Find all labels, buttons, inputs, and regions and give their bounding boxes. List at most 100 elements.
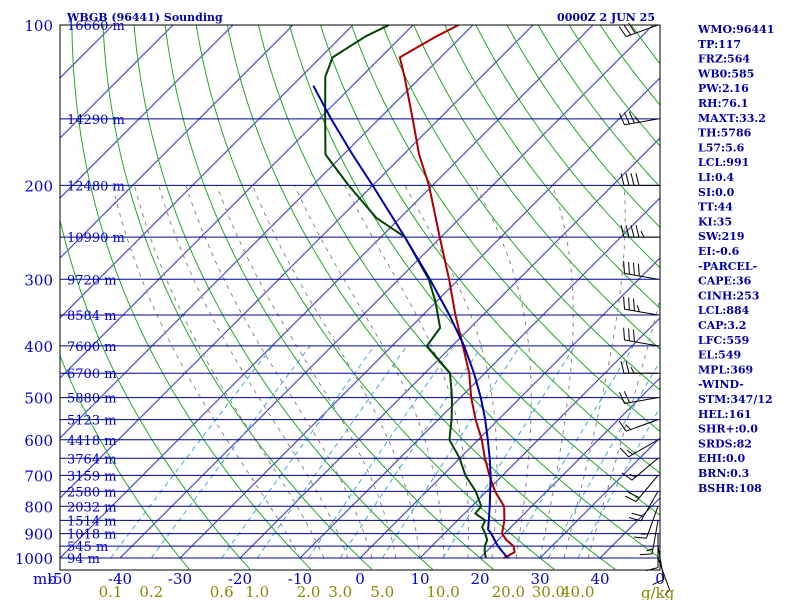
temperature-tick-label: 0 xyxy=(655,570,665,588)
isotherm-line xyxy=(359,257,660,559)
wind-barb-flag xyxy=(630,366,635,374)
stability-index-item: TT:44 xyxy=(698,201,733,214)
dry-adiabat-line xyxy=(164,25,494,570)
wind-barb-flag xyxy=(628,111,635,124)
wind-barb xyxy=(619,439,659,458)
dry-adiabat-line xyxy=(102,25,373,570)
stability-index-item: EHI:0.0 xyxy=(698,452,745,465)
height-label: 2580 m xyxy=(67,485,117,500)
wind-barb-flag xyxy=(635,173,640,186)
stability-index-item: WB0:585 xyxy=(697,67,754,80)
stability-index-item: -PARCEL- xyxy=(698,260,757,273)
isotherm-line xyxy=(60,25,234,199)
temperature-tick-label: -50 xyxy=(48,570,72,588)
temperature-tick-label: -20 xyxy=(228,570,252,588)
isotherm-line xyxy=(179,77,660,559)
wind-barb xyxy=(657,557,671,596)
wind-barb xyxy=(645,533,659,572)
wind-barb-flag xyxy=(624,495,637,502)
stability-index-item: CINH:253 xyxy=(698,289,759,302)
wind-barb-shaft xyxy=(624,118,659,126)
moist-adiabat-line xyxy=(112,185,301,559)
wind-barb-flag xyxy=(634,116,640,123)
stability-index-item: LFC:559 xyxy=(698,334,749,347)
stability-index-item: SRDS:82 xyxy=(698,437,752,450)
dry-adiabat-line xyxy=(444,25,660,309)
wind-barb xyxy=(623,261,659,280)
stability-index-item: LCL:991 xyxy=(698,156,749,169)
pressure-tick-label: 1000 xyxy=(15,550,53,568)
pressure-tick-label: 100 xyxy=(24,17,53,35)
height-label: 3764 m xyxy=(67,452,117,467)
stability-index-item: MAXT:33.2 xyxy=(698,112,766,125)
height-label: 14290 m xyxy=(67,113,125,128)
mixing-ratio-label: 2.0 xyxy=(297,583,321,600)
height-label: 1514 m xyxy=(67,514,117,529)
height-label: 3159 m xyxy=(67,469,117,484)
wind-barb-shaft xyxy=(631,457,659,481)
wind-barb-flag xyxy=(620,173,625,186)
height-label: 8584 m xyxy=(67,309,117,324)
height-label: 2032 m xyxy=(67,500,117,515)
dry-adiabat-line xyxy=(413,25,660,350)
stability-index-item: SHR+:0.0 xyxy=(698,423,758,436)
dry-adiabat-line xyxy=(319,25,660,474)
wind-barb-flag xyxy=(619,391,625,404)
dry-adiabat-line xyxy=(60,218,251,570)
temperature-tick-label: -40 xyxy=(108,570,132,588)
isotherm-line xyxy=(60,25,594,559)
isotherm-line xyxy=(60,25,174,139)
wind-barb-flag xyxy=(628,517,642,522)
temperature-tick-label: -10 xyxy=(288,570,312,588)
wind-barb-shaft xyxy=(657,557,671,591)
isobars xyxy=(60,24,660,559)
mixing-ratio-label: 40.0 xyxy=(561,583,594,600)
wind-barb-shaft xyxy=(624,272,659,280)
wind-barb-flag xyxy=(635,224,640,238)
wind-barb xyxy=(619,111,659,126)
wind-barb xyxy=(619,391,659,404)
wind-barb-flag xyxy=(619,447,629,458)
isotherm-line xyxy=(119,25,654,559)
wind-barbs xyxy=(618,22,671,596)
temperature-tick-label: -30 xyxy=(168,570,192,588)
plot-border xyxy=(59,24,661,571)
wind-barb-shaft xyxy=(625,419,659,432)
wind-barb-flag xyxy=(623,24,632,36)
mixing-ratio-label: 0.6 xyxy=(210,583,234,600)
mixing-ratio-label: 10.0 xyxy=(426,583,459,600)
wind-barb-flag xyxy=(619,113,625,126)
pressure-tick-label: 300 xyxy=(24,271,53,289)
height-label: 7600 m xyxy=(67,340,117,355)
wind-barb-flag xyxy=(618,420,627,432)
height-label: 5880 m xyxy=(67,392,117,407)
wind-barb-flag xyxy=(640,230,645,238)
height-label: 545 m xyxy=(67,540,108,555)
isotherm-line xyxy=(60,25,354,319)
wind-barb-flag xyxy=(625,361,630,374)
wind-barb-flag xyxy=(623,391,630,403)
wind-barb-flag xyxy=(618,26,627,37)
stability-index-item: CAP:3.2 xyxy=(698,319,746,332)
stability-index-item: EI:-0.6 xyxy=(698,245,740,258)
wind-barb-shaft xyxy=(651,520,659,554)
dry-adiabat-line xyxy=(382,25,660,391)
wind-barb-shaft xyxy=(624,339,659,347)
pressure-tick-label: 800 xyxy=(24,498,53,516)
isotherm-line xyxy=(60,25,534,499)
stability-index-item: LI:0.4 xyxy=(698,171,734,184)
height-label: 16660 m xyxy=(67,19,125,34)
wind-barb-flag xyxy=(631,512,644,517)
dry-adiabat-line xyxy=(133,25,433,570)
wind-barb-flag xyxy=(646,548,654,552)
mixing-ratio-unit-label: g/kg xyxy=(641,584,675,600)
mixing-ratio-label: 0.1 xyxy=(99,583,123,600)
pressure-tick-label: 700 xyxy=(24,467,53,485)
wind-barb xyxy=(620,173,658,186)
mixing-ratio-label: 5.0 xyxy=(370,583,394,600)
wind-barb-flag xyxy=(625,424,632,430)
wind-barb xyxy=(620,361,658,374)
sounding-traces xyxy=(312,25,516,559)
